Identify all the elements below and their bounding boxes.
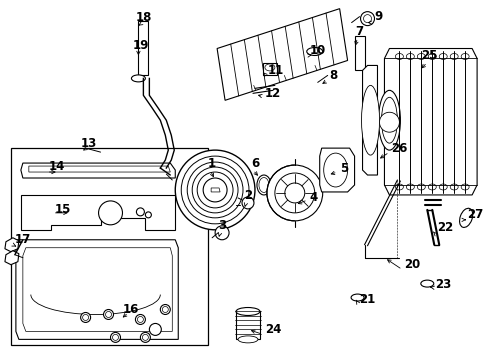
Text: 23: 23	[434, 278, 450, 291]
Circle shape	[99, 201, 122, 225]
Text: 6: 6	[250, 157, 259, 170]
Polygon shape	[217, 9, 347, 100]
Ellipse shape	[406, 54, 413, 59]
Circle shape	[160, 305, 170, 315]
Ellipse shape	[259, 177, 268, 193]
Text: 18: 18	[135, 11, 151, 24]
Polygon shape	[5, 251, 19, 265]
Ellipse shape	[460, 184, 468, 190]
Text: 16: 16	[122, 303, 138, 316]
Circle shape	[203, 178, 226, 202]
Circle shape	[360, 12, 374, 26]
Polygon shape	[319, 148, 354, 192]
Bar	[236, 311, 260, 339]
Text: 15: 15	[55, 203, 71, 216]
Text: 1: 1	[207, 157, 216, 170]
Ellipse shape	[256, 175, 270, 195]
Ellipse shape	[350, 294, 363, 301]
Ellipse shape	[438, 184, 447, 190]
Ellipse shape	[395, 184, 403, 190]
Circle shape	[242, 197, 253, 209]
Ellipse shape	[361, 85, 379, 155]
Polygon shape	[5, 238, 19, 252]
Ellipse shape	[459, 208, 472, 228]
Circle shape	[379, 112, 399, 132]
Text: 14: 14	[49, 159, 65, 172]
Text: 21: 21	[359, 293, 375, 306]
Ellipse shape	[449, 184, 457, 190]
Polygon shape	[384, 49, 476, 195]
Text: 3: 3	[218, 219, 225, 232]
Text: 9: 9	[374, 10, 382, 23]
Polygon shape	[16, 240, 178, 339]
Text: 5: 5	[339, 162, 347, 175]
Circle shape	[110, 332, 120, 342]
Text: 24: 24	[264, 323, 281, 336]
Text: 17: 17	[15, 233, 31, 246]
Ellipse shape	[449, 54, 457, 59]
Ellipse shape	[264, 64, 274, 71]
Circle shape	[81, 312, 90, 323]
Text: 25: 25	[420, 49, 437, 62]
Circle shape	[215, 226, 228, 240]
Polygon shape	[21, 163, 175, 178]
Bar	[263, 63, 276, 75]
Ellipse shape	[378, 90, 400, 150]
Text: 13: 13	[81, 137, 97, 150]
Ellipse shape	[238, 336, 258, 343]
Text: 26: 26	[390, 141, 407, 155]
Circle shape	[103, 310, 113, 319]
Polygon shape	[21, 195, 175, 230]
Bar	[354, 36, 364, 71]
Ellipse shape	[416, 54, 425, 59]
Text: 27: 27	[466, 208, 483, 221]
Ellipse shape	[306, 48, 322, 55]
Circle shape	[149, 323, 161, 336]
Ellipse shape	[236, 307, 260, 315]
Ellipse shape	[427, 54, 435, 59]
Text: 7: 7	[355, 25, 363, 38]
Text: 8: 8	[329, 69, 337, 82]
Circle shape	[285, 183, 304, 203]
Text: 4: 4	[309, 192, 317, 204]
Text: 20: 20	[404, 258, 420, 271]
Ellipse shape	[406, 184, 413, 190]
Polygon shape	[362, 66, 377, 175]
Ellipse shape	[395, 54, 403, 59]
Ellipse shape	[131, 75, 145, 82]
Text: 22: 22	[436, 221, 452, 234]
Ellipse shape	[416, 184, 425, 190]
Ellipse shape	[420, 280, 433, 287]
Polygon shape	[211, 188, 220, 192]
Text: 19: 19	[132, 39, 148, 52]
Ellipse shape	[438, 54, 447, 59]
Text: 12: 12	[264, 87, 281, 100]
Circle shape	[135, 315, 145, 324]
Bar	[11, 148, 208, 345]
Circle shape	[266, 165, 322, 221]
Polygon shape	[23, 248, 172, 332]
Text: 2: 2	[244, 189, 251, 202]
Circle shape	[140, 332, 150, 342]
Bar	[138, 21, 148, 75]
Text: 10: 10	[309, 44, 325, 57]
Ellipse shape	[460, 54, 468, 59]
Text: 11: 11	[267, 64, 284, 77]
Circle shape	[175, 150, 254, 230]
Ellipse shape	[381, 97, 397, 143]
Ellipse shape	[427, 184, 435, 190]
